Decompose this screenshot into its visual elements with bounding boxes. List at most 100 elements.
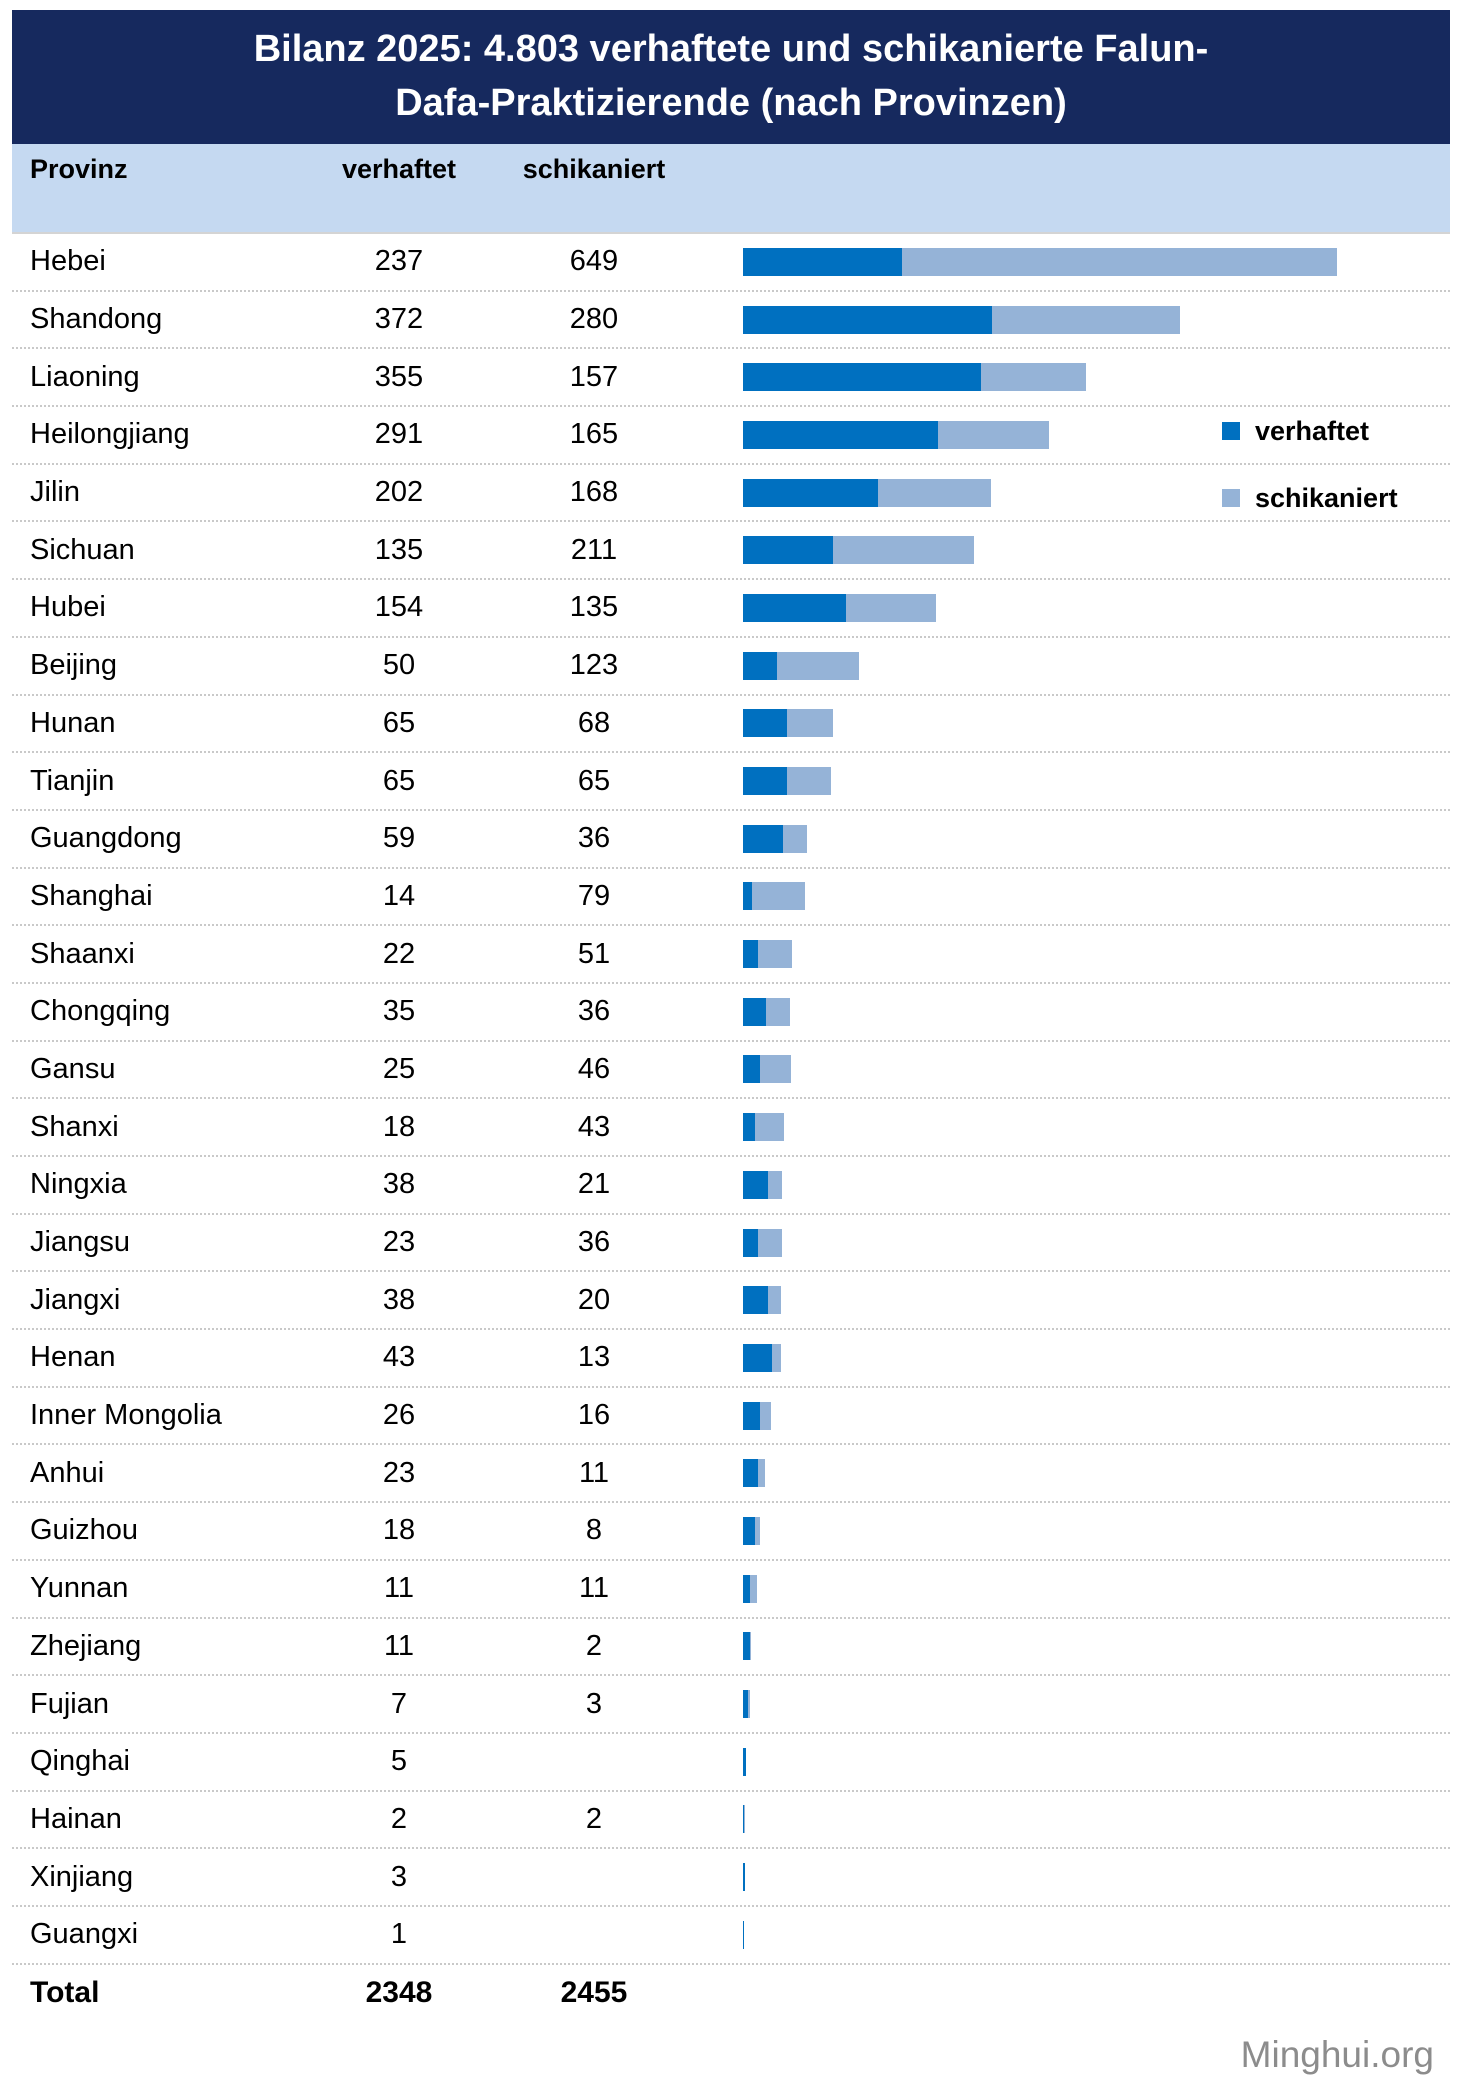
column-header-arrested: verhaftet [341, 154, 457, 184]
arrested-value: 135 [374, 533, 424, 566]
legend-item-harassed: schikaniert [1222, 469, 1398, 527]
bar-arrested [743, 1170, 768, 1199]
bar-arrested [743, 247, 902, 276]
total-label: Total [30, 1976, 100, 2010]
harassed-value: 43 [577, 1110, 611, 1143]
province-name: Guizhou [30, 1514, 139, 1547]
harassed-value: 36 [577, 822, 611, 855]
arrested-value: 43 [382, 1341, 416, 1374]
legend-label-harassed: schikaniert [1255, 482, 1398, 513]
harassed-value: 157 [569, 360, 619, 393]
harassed-value: 46 [577, 1052, 611, 1085]
table-row: Guizhou 18 8 [12, 1503, 1450, 1561]
province-name: Xinjiang [30, 1860, 134, 1893]
arrested-value: 23 [382, 1456, 416, 1489]
harassed-value: 165 [569, 418, 619, 451]
chart-title-line1: Bilanz 2025: 4.803 verhaftete und schika… [253, 28, 1209, 71]
province-name: Fujian [30, 1687, 109, 1720]
province-name: Jilin [30, 476, 80, 509]
table-row: Hunan 65 68 [12, 696, 1450, 754]
arrested-value: 50 [382, 649, 416, 682]
stacked-bar [743, 363, 1450, 392]
table-row: Chongqing 35 36 [12, 984, 1450, 1042]
province-name: Hunan [30, 706, 116, 739]
table-row: Guangdong 59 36 [12, 811, 1450, 869]
chart-legend: verhaftet schikaniert [1222, 402, 1398, 527]
table-row: Sichuan 135 211 [12, 522, 1450, 581]
bar-harassed [755, 1113, 784, 1142]
bar-harassed [752, 882, 805, 911]
harassed-value: 21 [577, 1168, 611, 1201]
bar-arrested [743, 651, 777, 680]
bar-arrested [743, 1516, 755, 1545]
province-name: Qinghai [30, 1745, 130, 1778]
harassed-value: 13 [577, 1341, 611, 1374]
arrested-value: 23 [382, 1226, 416, 1259]
arrested-value: 25 [382, 1052, 416, 1085]
legend-item-arrested: verhaftet [1222, 402, 1398, 460]
table-row: Shanxi 18 43 [12, 1099, 1450, 1157]
table-row: Jiangsu 23 36 [12, 1215, 1450, 1273]
table-row: Shaanxi 22 51 [12, 926, 1450, 984]
bar-harassed [833, 536, 974, 565]
bar-arrested [743, 940, 758, 969]
arrested-value: 38 [382, 1283, 416, 1316]
harassed-value: 2 [585, 1802, 603, 1835]
harassed-value: 11 [578, 1572, 610, 1605]
harassed-value: 16 [577, 1399, 611, 1432]
province-name: Beijing [30, 649, 118, 682]
arrested-value: 65 [382, 706, 416, 739]
stacked-bar [743, 1805, 1450, 1834]
harassed-value: 68 [577, 706, 611, 739]
table-row: Beijing 50 123 [12, 638, 1450, 696]
bar-arrested [743, 1286, 768, 1315]
table-header: Provinz verhaftet schikaniert [12, 144, 1450, 234]
harassed-value: 8 [585, 1514, 603, 1547]
harassed-value: 11 [578, 1456, 610, 1489]
province-name: Yunnan [30, 1572, 129, 1605]
column-header-harassed: schikaniert [522, 154, 666, 184]
arrested-value: 291 [374, 418, 424, 451]
province-name: Shanghai [30, 879, 153, 912]
bar-harassed [772, 1343, 781, 1372]
bar-harassed [777, 651, 859, 680]
table-row: Hebei 237 649 [12, 234, 1450, 292]
province-name: Shanxi [30, 1110, 119, 1143]
stacked-bar [743, 709, 1450, 738]
bar-harassed [981, 363, 1086, 392]
stacked-bar [743, 1401, 1450, 1430]
bar-harassed [992, 305, 1180, 334]
stacked-bar [743, 1690, 1450, 1719]
bar-arrested [743, 1401, 760, 1430]
rows: Hebei 237 649 Shandong 372 280 Liaoning … [12, 234, 1450, 2022]
harassed-value: 168 [569, 476, 619, 509]
stacked-bar [743, 1459, 1450, 1488]
harassed-value: 20 [577, 1283, 611, 1316]
bar-arrested [743, 1574, 750, 1603]
stacked-bar [743, 1343, 1450, 1372]
bar-arrested [743, 1459, 758, 1488]
stacked-bar [743, 1920, 1450, 1949]
stacked-bar [743, 1747, 1450, 1776]
bar-harassed [758, 1228, 782, 1257]
table-row: Gansu 25 46 [12, 1042, 1450, 1100]
chart-title-line2: Dafa-Praktizierende (nach Provinzen) [395, 82, 1067, 124]
province-name: Liaoning [30, 360, 140, 393]
bar-harassed [748, 1690, 750, 1719]
bar-harassed [783, 824, 807, 853]
bar-arrested [743, 1805, 744, 1834]
table-row: Henan 43 13 [12, 1330, 1450, 1388]
arrested-value: 3 [390, 1860, 408, 1893]
bar-arrested [743, 1920, 744, 1949]
table-row: Xinjiang 3 [12, 1849, 1450, 1907]
arrested-value: 355 [374, 360, 424, 393]
stacked-bar [743, 1863, 1450, 1892]
bar-arrested [743, 536, 833, 565]
province-name: Jiangxi [30, 1283, 121, 1316]
province-name: Shandong [30, 303, 163, 336]
table-row: Inner Mongolia 26 16 [12, 1388, 1450, 1446]
stacked-bar [743, 420, 1450, 449]
bar-harassed [760, 1055, 791, 1084]
harassed-value: 36 [577, 995, 611, 1028]
stacked-bar [743, 478, 1450, 507]
